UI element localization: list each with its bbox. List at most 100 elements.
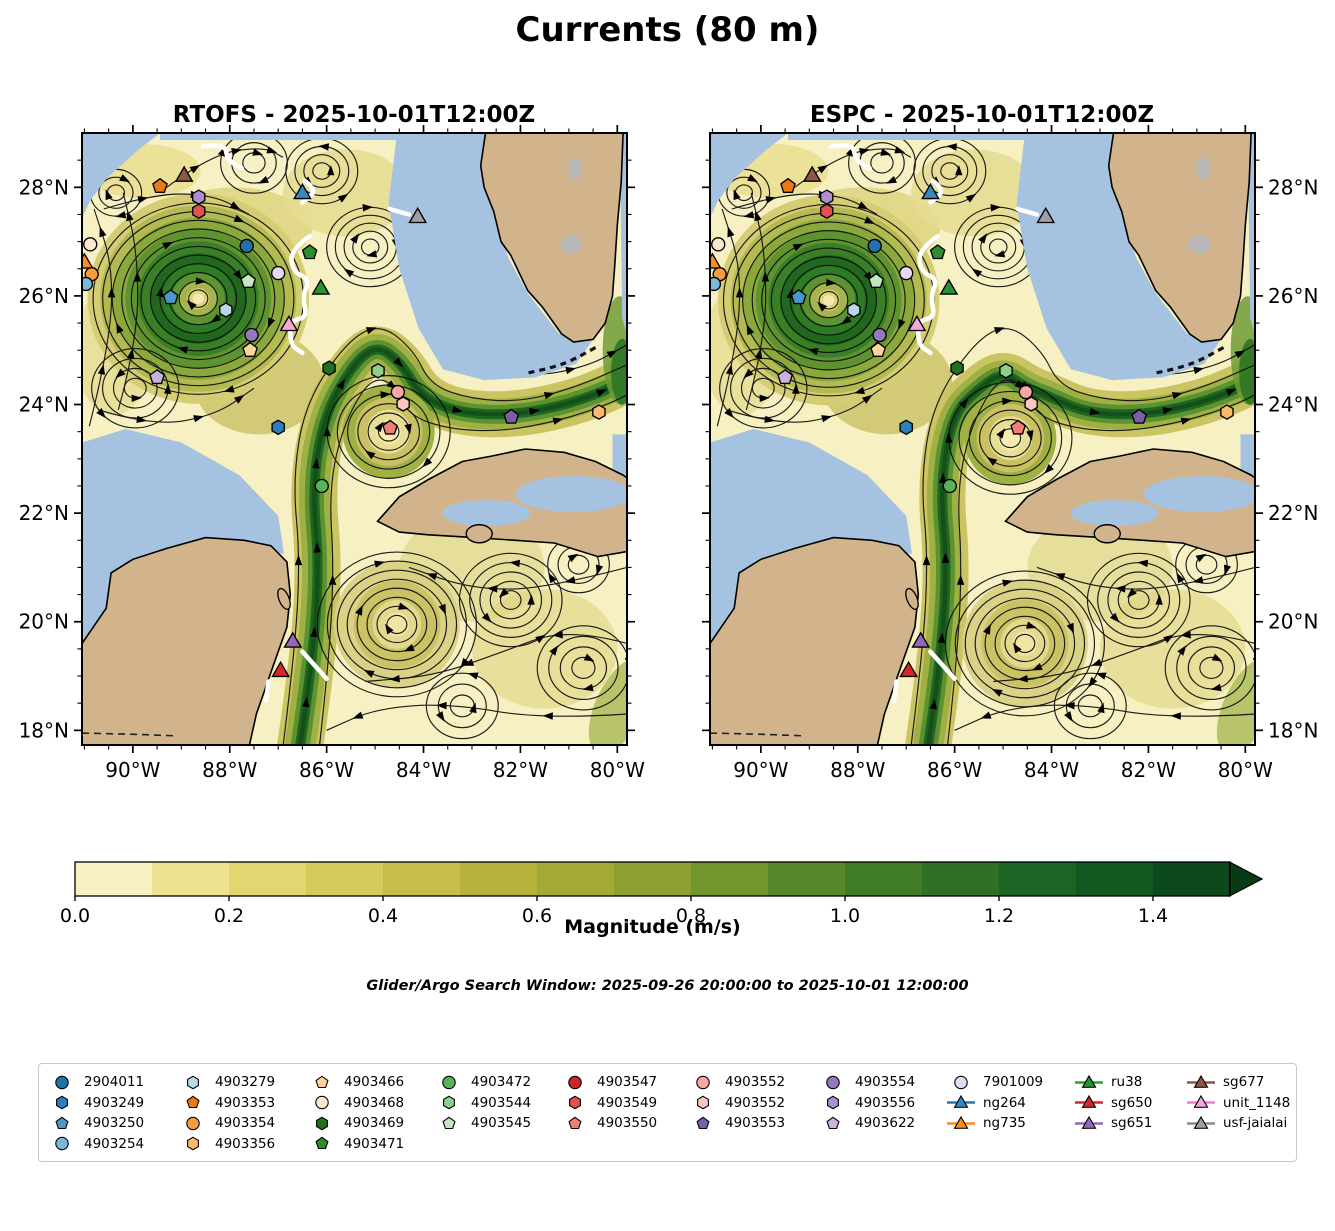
marker-4903471 xyxy=(929,244,946,260)
marker-4903469 xyxy=(322,360,336,376)
marker-ng264 xyxy=(293,182,312,200)
marker-4903466 xyxy=(870,341,886,357)
legend-entry-2904011: 2904011 xyxy=(46,1072,144,1093)
legend-entry-4903556: 4903556 xyxy=(817,1093,915,1114)
colorbar-label: Magnitude (m/s) xyxy=(564,916,741,938)
marker-sg651 xyxy=(911,631,931,648)
marker-4903468 xyxy=(83,237,98,252)
marker-4903556 xyxy=(820,189,834,205)
legend-column: 4903554 4903556 4903622 xyxy=(817,1072,915,1134)
legend-entry-4903547: 4903547 xyxy=(559,1072,657,1093)
figure-title: Currents (80 m) xyxy=(515,10,820,50)
legend-label: 4903554 xyxy=(855,1074,916,1091)
legend-column: 4903466 4903468 4903469 4903471 xyxy=(306,1072,404,1154)
legend-entry-4903249: 4903249 xyxy=(46,1093,144,1114)
legend-entry-4903552: 4903552 xyxy=(687,1093,785,1114)
legend-entry-usf-jaialai: usf-jaialai xyxy=(1185,1113,1290,1134)
legend-label: 4903249 xyxy=(84,1094,145,1111)
hexagon-marker-icon xyxy=(316,1116,328,1131)
legend-entry-4903545: 4903545 xyxy=(433,1113,531,1134)
triangle-marker-icon xyxy=(1187,1095,1215,1109)
legend-label: 4903250 xyxy=(84,1115,145,1132)
triangle-marker-icon xyxy=(947,1115,975,1129)
legend-entry-4903544: 4903544 xyxy=(433,1093,531,1114)
pentagon-marker-icon xyxy=(568,1116,582,1129)
pentagon-marker-icon xyxy=(186,1095,200,1109)
legend-entry-4903254: 4903254 xyxy=(46,1134,144,1155)
x-tick-label: 90°W xyxy=(105,758,160,782)
colorbar-tick-label: 0.2 xyxy=(214,905,244,927)
legend-label: 4903552 xyxy=(725,1094,786,1111)
hexagon-marker-icon xyxy=(827,1095,839,1110)
marker-4903553 xyxy=(503,408,520,424)
legend-label: 4903556 xyxy=(855,1094,916,1111)
legend-entry-ru38: ru38 xyxy=(1073,1072,1152,1093)
pentagon-marker-icon xyxy=(826,1116,840,1129)
legend-entry-7901009: 7901009 xyxy=(945,1072,1043,1093)
marker-4903468 xyxy=(711,237,726,252)
legend-column: ru38 sg650 sg651 xyxy=(1073,1072,1152,1134)
hexagon-marker-icon xyxy=(56,1095,68,1110)
legend-column: 4903552 4903552 4903553 xyxy=(687,1072,785,1134)
circle-marker-icon xyxy=(696,1075,710,1089)
colorbar-tick-label: 1.4 xyxy=(1138,905,1168,927)
colorbar: 0.0 0.2 0.4 0.6 0.8 1.0 1.2 1.4 xyxy=(60,861,1264,927)
legend-label: 4903353 xyxy=(215,1094,276,1111)
legend-column: 4903472 4903544 4903545 xyxy=(433,1072,531,1134)
marker-4903554 xyxy=(244,327,259,343)
colorbar-tick-label: 1.2 xyxy=(984,905,1014,927)
y-tick-label: 20°N xyxy=(1268,610,1318,634)
marker-4903552 xyxy=(1024,396,1038,412)
marker-4903353 xyxy=(152,177,168,193)
legend-entry-4903471: 4903471 xyxy=(306,1134,404,1155)
marker-usf-jaialai xyxy=(1036,206,1056,224)
search-window-note: Glider/Argo Search Window: 2025-09-26 20… xyxy=(366,978,969,994)
colorbar-tick-label: 0.4 xyxy=(368,905,398,927)
marker-4903550 xyxy=(382,419,398,435)
x-tick-label: 84°W xyxy=(1024,758,1079,782)
legend-entry-4903466: 4903466 xyxy=(306,1072,404,1093)
hexagon-marker-icon xyxy=(187,1136,199,1151)
marker-4903622 xyxy=(777,369,793,385)
marker-4903469 xyxy=(950,360,964,376)
legend-label: 4903553 xyxy=(725,1115,786,1132)
x-tick-label: 82°W xyxy=(493,758,548,782)
legend-label: 4903545 xyxy=(471,1115,532,1132)
circle-marker-icon xyxy=(954,1075,968,1089)
legend-label: 4903472 xyxy=(471,1074,532,1091)
marker-4903250 xyxy=(790,289,807,305)
legend-label: ng735 xyxy=(983,1115,1026,1132)
y-tick-label: 24°N xyxy=(19,393,69,417)
legend-label: 2904011 xyxy=(84,1074,145,1091)
marker-4903254 xyxy=(82,276,94,292)
x-tick-label: 82°W xyxy=(1121,758,1176,782)
panel-title-rtofs: RTOFS - 2025-10-01T12:00Z xyxy=(172,102,536,128)
marker-4903279 xyxy=(219,302,233,318)
marker-4903466 xyxy=(242,341,258,357)
marker-4903552 xyxy=(390,384,406,400)
legend-column: 2904011 4903249 4903250 4903254 xyxy=(46,1072,144,1154)
legend-label: 4903469 xyxy=(344,1115,405,1132)
legend-entry-4903250: 4903250 xyxy=(46,1113,144,1134)
marker-sg650 xyxy=(271,660,290,678)
legend-entry-sg650: sg650 xyxy=(1073,1093,1152,1114)
hexagon-marker-icon xyxy=(187,1075,199,1090)
legend-entry-4903354: 4903354 xyxy=(177,1113,275,1134)
legend-label: 4903254 xyxy=(84,1135,145,1152)
legend-label: 4903471 xyxy=(344,1135,405,1152)
marker-4903471 xyxy=(301,244,318,260)
legend-column: 4903547 4903549 4903550 xyxy=(559,1072,657,1134)
legend-label: sg651 xyxy=(1111,1115,1153,1132)
marker-unit_1148 xyxy=(907,314,927,332)
y-tick-label: 18°N xyxy=(1268,718,1318,742)
triangle-marker-icon xyxy=(947,1095,975,1109)
marker-4903249 xyxy=(899,419,913,436)
circle-marker-icon xyxy=(568,1075,582,1089)
marker-4903356 xyxy=(1220,404,1234,420)
marker-usf-jaialai xyxy=(408,206,428,224)
marker-4903552 xyxy=(396,396,410,412)
pentagon-marker-icon xyxy=(55,1116,69,1129)
colorbar-tick-label: 0.6 xyxy=(522,905,552,927)
legend-label: 4903468 xyxy=(344,1094,405,1111)
y-tick-label: 28°N xyxy=(19,175,69,199)
